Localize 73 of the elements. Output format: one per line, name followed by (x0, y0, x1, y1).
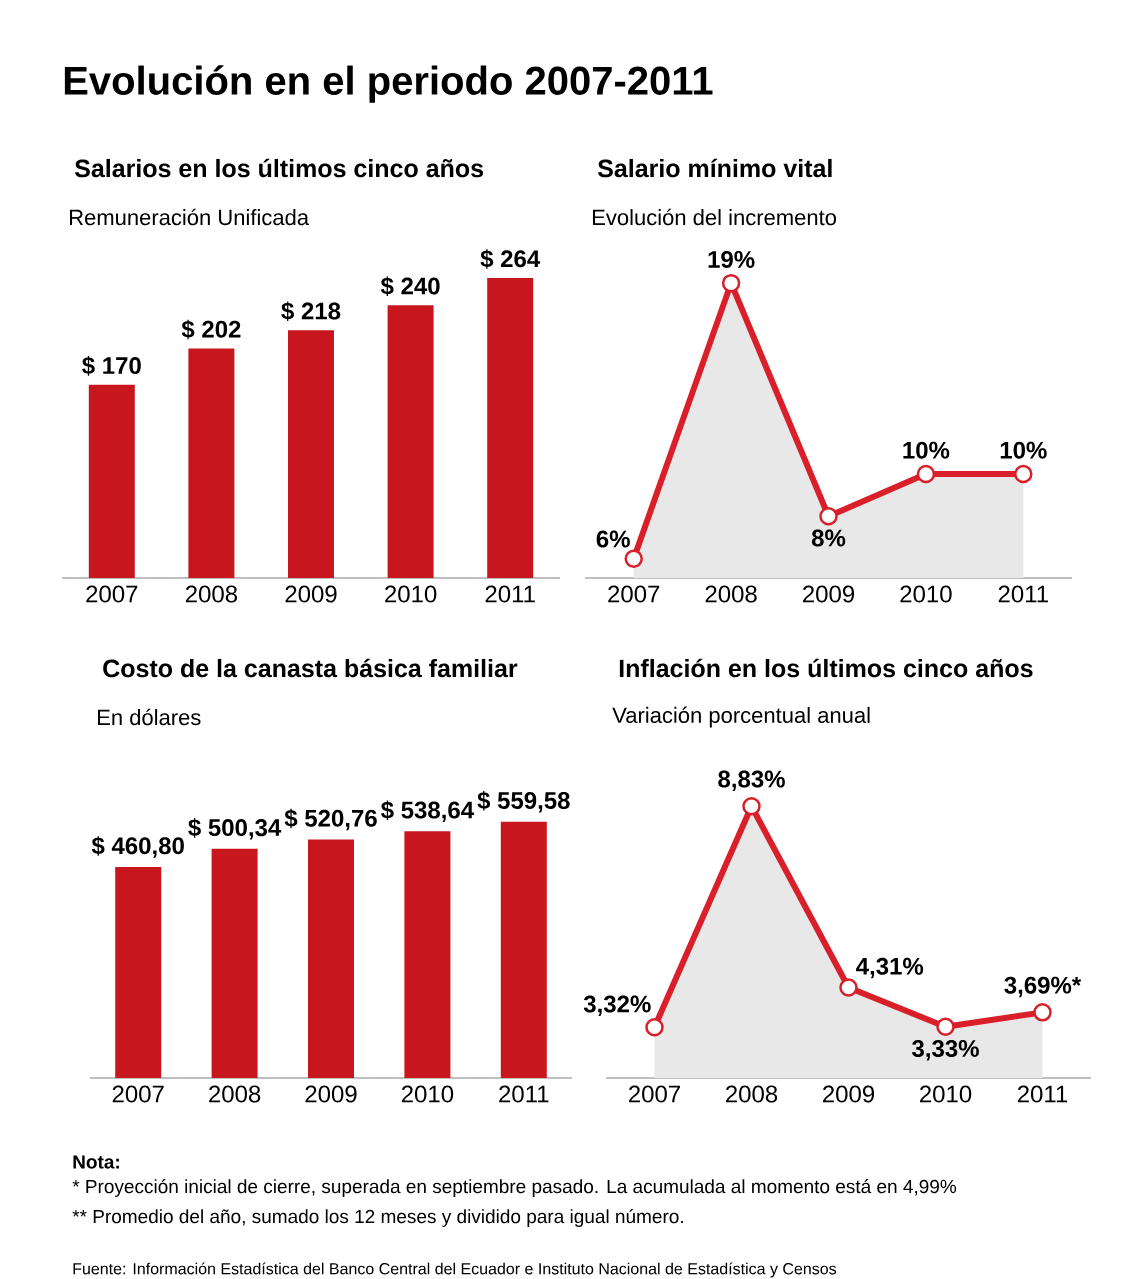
data-label: $ 500,34 (188, 818, 282, 840)
chart-title: Salario mínimo vital (597, 158, 832, 178)
x-tick-label: 2008 (209, 1085, 261, 1103)
x-tick-label: 2009 (823, 1085, 875, 1103)
x-tick-label: 2010 (920, 1085, 972, 1103)
bar (88, 384, 135, 579)
bar (500, 821, 547, 1079)
data-label: 3,69%* (1004, 976, 1082, 998)
chart-subtitle: Evolución del incremento (593, 208, 837, 226)
data-label: 10% (903, 441, 950, 459)
text: Nota: (73, 1155, 119, 1169)
data-label: 4,31% (856, 957, 924, 979)
x-tick-label: 2010 (401, 1085, 454, 1103)
data-label: 3,32% (583, 995, 651, 1016)
bar (188, 348, 235, 579)
data-label: $ 218 (281, 301, 341, 322)
point (1014, 464, 1033, 484)
point (819, 507, 838, 526)
data-label: $ 240 (380, 276, 440, 297)
bar (288, 330, 334, 579)
x-tick-label: 2011 (998, 585, 1048, 603)
data-label: $ 202 (181, 319, 241, 340)
data-label: 3,33% (912, 1039, 979, 1061)
x-tick-label: 2008 (726, 1085, 778, 1103)
data-label: $ 538,64 (381, 800, 474, 823)
chart-subtitle: Variación porcentual anual (612, 706, 870, 728)
data-label: $ 559,58 (477, 790, 570, 813)
data-label: 6% (596, 530, 630, 548)
bar (404, 831, 451, 1079)
x-tick-label: 2011 (499, 1085, 549, 1103)
chart-subtitle: En dólares (98, 708, 201, 726)
x-tick-label: 2009 (285, 585, 337, 603)
bar (387, 305, 434, 579)
point (645, 1017, 664, 1037)
data-label: $ 520,76 (284, 808, 377, 831)
point (721, 273, 741, 293)
data-label: 8,83% (718, 770, 785, 792)
chart-title: Salarios en los últimos cinco años (74, 158, 484, 178)
data-label: $ 460,80 (91, 836, 184, 858)
point (936, 1017, 955, 1037)
x-tick-label: 2009 (803, 585, 855, 603)
point (742, 796, 761, 816)
data-label: 8% (811, 529, 846, 547)
text: Evolución en el periodo 2007-2011 (64, 65, 713, 103)
source-note: Fuente: Información Estadística del Banco Central del Ecuador e Instituto Nacional de Estadística y Censos (73, 1262, 837, 1278)
x-tick-label: 2009 (305, 1085, 357, 1103)
x-tick-label: 2008 (705, 585, 757, 603)
text: ** Promedio del año, sumado los 12 meses y dividido para igual número. (72, 1209, 683, 1227)
chart-subtitle: Remuneración Unificada (70, 208, 310, 226)
chart-title: Inflación en los últimos cinco años (619, 658, 1033, 678)
bar (211, 848, 258, 1079)
x-tick-label: 2010 (385, 585, 437, 603)
point (624, 549, 643, 568)
x-tick-label: 2010 (900, 585, 952, 603)
point (1033, 1003, 1052, 1022)
x-tick-label: 2011 (485, 585, 535, 603)
x-tick-label: 2007 (86, 585, 138, 603)
data-label: 19% (708, 250, 755, 268)
x-tick-label: 2007 (112, 1085, 164, 1103)
x-tick-label: 2008 (185, 585, 238, 603)
data-label: 10% (1000, 441, 1047, 459)
x-tick-label: 2007 (608, 585, 660, 603)
bar (115, 866, 162, 1079)
chart-title: Costo de la canasta básica familiar (103, 658, 518, 678)
point (916, 464, 936, 484)
x-tick-label: 2011 (1017, 1085, 1068, 1103)
data-label: $ 264 (480, 249, 541, 269)
text: * Proyección inicial de cierre, superada en septiembre pasado. La acumulada al momento está en 4,99% (72, 1179, 957, 1197)
x-tick-label: 2007 (629, 1085, 680, 1103)
data-label: $ 170 (82, 356, 141, 376)
point (839, 978, 858, 997)
bar (487, 278, 534, 579)
bar (308, 839, 354, 1079)
